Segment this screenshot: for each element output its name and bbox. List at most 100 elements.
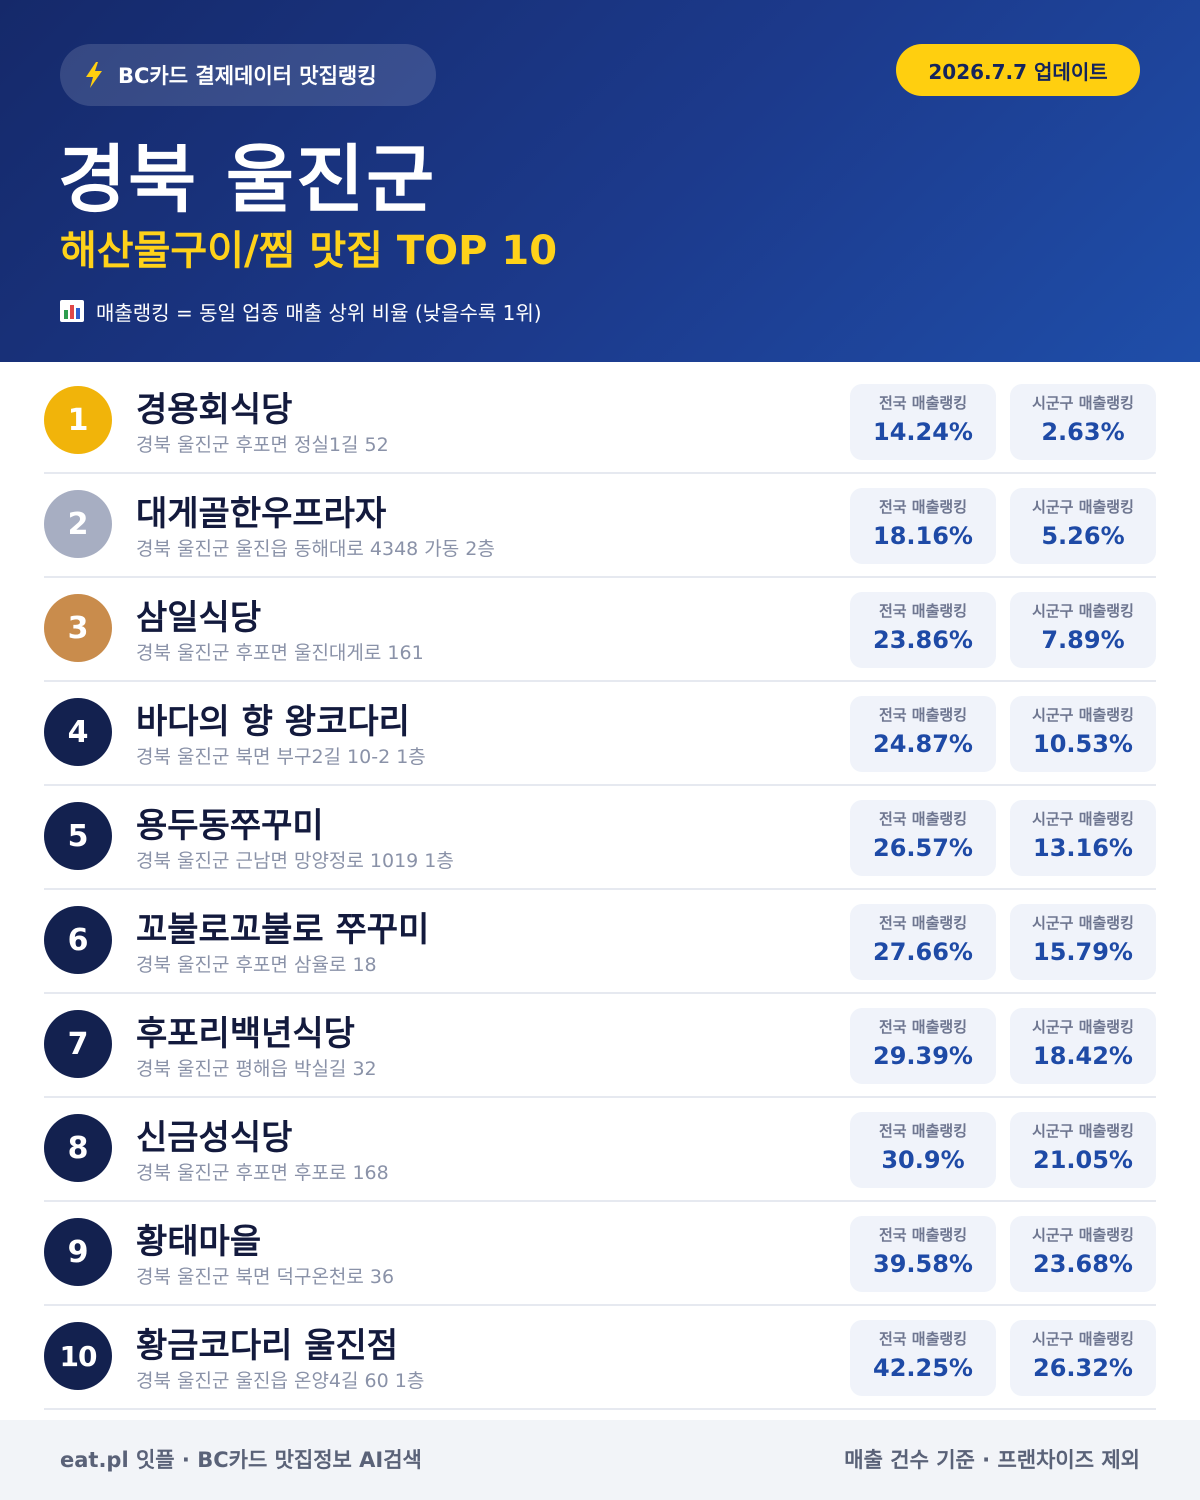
restaurant-name: 황태마을 bbox=[136, 1222, 262, 1262]
local-ranking-label: 시군구 매출랭킹 bbox=[1032, 602, 1134, 620]
restaurant-address: 경북 울진군 후포면 울진대게로 161 bbox=[136, 642, 424, 664]
local-ranking-label: 시군구 매출랭킹 bbox=[1032, 498, 1134, 516]
national-ranking-box: 전국 매출랭킹 29.39% bbox=[850, 1008, 996, 1084]
restaurant-address: 경북 울진군 울진읍 동해대로 4348 가동 2층 bbox=[136, 538, 495, 560]
restaurant-name: 후포리백년식당 bbox=[136, 1014, 355, 1054]
header-banner: BC카드 결제데이터 맛집랭킹 2026.7.7 업데이트 경북 울진군 해산물… bbox=[0, 0, 1200, 362]
restaurant-row[interactable]: 9 황태마을 경북 울진군 북면 덕구온천로 36 전국 매출랭킹 39.58% 시군구 … bbox=[44, 1202, 1156, 1306]
local-ranking-value: 5.26% bbox=[1041, 522, 1125, 550]
local-ranking-value: 2.63% bbox=[1041, 418, 1125, 446]
restaurant-address: 경북 울진군 후포면 후포로 168 bbox=[136, 1162, 389, 1184]
national-ranking-box: 전국 매출랭킹 14.24% bbox=[850, 384, 996, 460]
local-ranking-value: 10.53% bbox=[1033, 730, 1133, 758]
restaurant-list: 1 경용회식당 경북 울진군 후포면 정실1길 52 전국 매출랭킹 14.24% 시군구… bbox=[44, 370, 1156, 1410]
local-ranking-box: 시군구 매출랭킹 18.42% bbox=[1010, 1008, 1156, 1084]
local-ranking-box: 시군구 매출랭킹 5.26% bbox=[1010, 488, 1156, 564]
local-ranking-box: 시군구 매출랭킹 21.05% bbox=[1010, 1112, 1156, 1188]
restaurant-name: 바다의 향 왕코다리 bbox=[136, 702, 410, 742]
rank-badge: 2 bbox=[44, 490, 112, 558]
restaurant-name: 삼일식당 bbox=[136, 598, 262, 638]
local-ranking-box: 시군구 매출랭킹 15.79% bbox=[1010, 904, 1156, 980]
local-ranking-label: 시군구 매출랭킹 bbox=[1032, 1226, 1134, 1244]
footer: eat.pl 잇플 · BC카드 맛집정보 AI검색 매출 건수 기준 · 프랜… bbox=[0, 1420, 1200, 1500]
restaurant-name: 경용회식당 bbox=[136, 390, 293, 430]
footer-criteria: 매출 건수 기준 · 프랜차이즈 제외 bbox=[844, 1448, 1140, 1472]
rank-badge: 3 bbox=[44, 594, 112, 662]
national-ranking-value: 26.57% bbox=[873, 834, 973, 862]
rank-badge: 8 bbox=[44, 1114, 112, 1182]
local-ranking-box: 시군구 매출랭킹 26.32% bbox=[1010, 1320, 1156, 1396]
footer-source: eat.pl 잇플 · BC카드 맛집정보 AI검색 bbox=[60, 1448, 422, 1472]
rank-note: 매출랭킹 = 동일 업종 매출 상위 비율 (낮을수록 1위) bbox=[60, 296, 542, 326]
national-ranking-label: 전국 매출랭킹 bbox=[878, 914, 968, 932]
rank-badge: 1 bbox=[44, 386, 112, 454]
national-ranking-box: 전국 매출랭킹 26.57% bbox=[850, 800, 996, 876]
local-ranking-box: 시군구 매출랭킹 7.89% bbox=[1010, 592, 1156, 668]
local-ranking-value: 21.05% bbox=[1033, 1146, 1133, 1174]
national-ranking-label: 전국 매출랭킹 bbox=[878, 1226, 968, 1244]
national-ranking-value: 42.25% bbox=[873, 1354, 973, 1382]
restaurant-row[interactable]: 1 경용회식당 경북 울진군 후포면 정실1길 52 전국 매출랭킹 14.24% 시군구… bbox=[44, 370, 1156, 474]
national-ranking-label: 전국 매출랭킹 bbox=[878, 706, 968, 724]
local-ranking-value: 18.42% bbox=[1033, 1042, 1133, 1070]
local-ranking-box: 시군구 매출랭킹 2.63% bbox=[1010, 384, 1156, 460]
restaurant-row[interactable]: 5 용두동쭈꾸미 경북 울진군 근남면 망양정로 1019 1층 전국 매출랭킹 26.… bbox=[44, 786, 1156, 890]
rank-badge: 9 bbox=[44, 1218, 112, 1286]
restaurant-name: 용두동쭈꾸미 bbox=[136, 806, 324, 846]
national-ranking-box: 전국 매출랭킹 30.9% bbox=[850, 1112, 996, 1188]
rank-badge: 10 bbox=[44, 1322, 112, 1390]
rank-note-text: 매출랭킹 = 동일 업종 매출 상위 비율 (낮을수록 1위) bbox=[96, 300, 542, 325]
local-ranking-value: 15.79% bbox=[1033, 938, 1133, 966]
restaurant-row[interactable]: 10 황금코다리 울진점 경북 울진군 울진읍 온양4길 60 1층 전국 매출랭킹 4… bbox=[44, 1306, 1156, 1410]
local-ranking-value: 23.68% bbox=[1033, 1250, 1133, 1278]
region-title: 경북 울진군 bbox=[58, 137, 437, 223]
local-ranking-box: 시군구 매출랭킹 10.53% bbox=[1010, 696, 1156, 772]
local-ranking-box: 시군구 매출랭킹 13.16% bbox=[1010, 800, 1156, 876]
national-ranking-value: 29.39% bbox=[873, 1042, 973, 1070]
restaurant-name: 꼬불로꼬불로 쭈꾸미 bbox=[136, 910, 430, 950]
restaurant-address: 경북 울진군 후포면 삼율로 18 bbox=[136, 954, 377, 976]
local-ranking-label: 시군구 매출랭킹 bbox=[1032, 706, 1134, 724]
national-ranking-label: 전국 매출랭킹 bbox=[878, 602, 968, 620]
local-ranking-box: 시군구 매출랭킹 23.68% bbox=[1010, 1216, 1156, 1292]
restaurant-address: 경북 울진군 평해읍 박실길 32 bbox=[136, 1058, 377, 1080]
update-badge: 2026.7.7 업데이트 bbox=[896, 44, 1140, 96]
brand-label: BC카드 결제데이터 맛집랭킹 bbox=[118, 64, 377, 88]
restaurant-name: 황금코다리 울진점 bbox=[136, 1326, 399, 1366]
local-ranking-label: 시군구 매출랭킹 bbox=[1032, 914, 1134, 932]
category-title: 해산물구이/찜 맛집 TOP 10 bbox=[60, 228, 558, 274]
brand-pill: BC카드 결제데이터 맛집랭킹 bbox=[60, 44, 436, 106]
lightning-icon bbox=[86, 62, 102, 88]
local-ranking-label: 시군구 매출랭킹 bbox=[1032, 394, 1134, 412]
local-ranking-label: 시군구 매출랭킹 bbox=[1032, 810, 1134, 828]
rank-badge: 7 bbox=[44, 1010, 112, 1078]
national-ranking-value: 23.86% bbox=[873, 626, 973, 654]
national-ranking-value: 24.87% bbox=[873, 730, 973, 758]
national-ranking-label: 전국 매출랭킹 bbox=[878, 498, 968, 516]
national-ranking-box: 전국 매출랭킹 42.25% bbox=[850, 1320, 996, 1396]
national-ranking-value: 27.66% bbox=[873, 938, 973, 966]
local-ranking-value: 7.89% bbox=[1041, 626, 1125, 654]
local-ranking-label: 시군구 매출랭킹 bbox=[1032, 1018, 1134, 1036]
restaurant-row[interactable]: 8 신금성식당 경북 울진군 후포면 후포로 168 전국 매출랭킹 30.9% 시군구 … bbox=[44, 1098, 1156, 1202]
national-ranking-box: 전국 매출랭킹 24.87% bbox=[850, 696, 996, 772]
rank-badge: 5 bbox=[44, 802, 112, 870]
national-ranking-box: 전국 매출랭킹 27.66% bbox=[850, 904, 996, 980]
restaurant-address: 경북 울진군 북면 부구2길 10-2 1층 bbox=[136, 746, 426, 768]
rank-badge: 6 bbox=[44, 906, 112, 974]
national-ranking-label: 전국 매출랭킹 bbox=[878, 1018, 968, 1036]
national-ranking-value: 14.24% bbox=[873, 418, 973, 446]
national-ranking-label: 전국 매출랭킹 bbox=[878, 810, 968, 828]
rank-badge: 4 bbox=[44, 698, 112, 766]
restaurant-row[interactable]: 2 대게골한우프라자 경북 울진군 울진읍 동해대로 4348 가동 2층 전국 매출… bbox=[44, 474, 1156, 578]
restaurant-address: 경북 울진군 후포면 정실1길 52 bbox=[136, 434, 389, 456]
bar-chart-icon bbox=[60, 300, 84, 322]
national-ranking-label: 전국 매출랭킹 bbox=[878, 1330, 968, 1348]
national-ranking-value: 30.9% bbox=[881, 1146, 965, 1174]
national-ranking-label: 전국 매출랭킹 bbox=[878, 1122, 968, 1140]
national-ranking-value: 39.58% bbox=[873, 1250, 973, 1278]
